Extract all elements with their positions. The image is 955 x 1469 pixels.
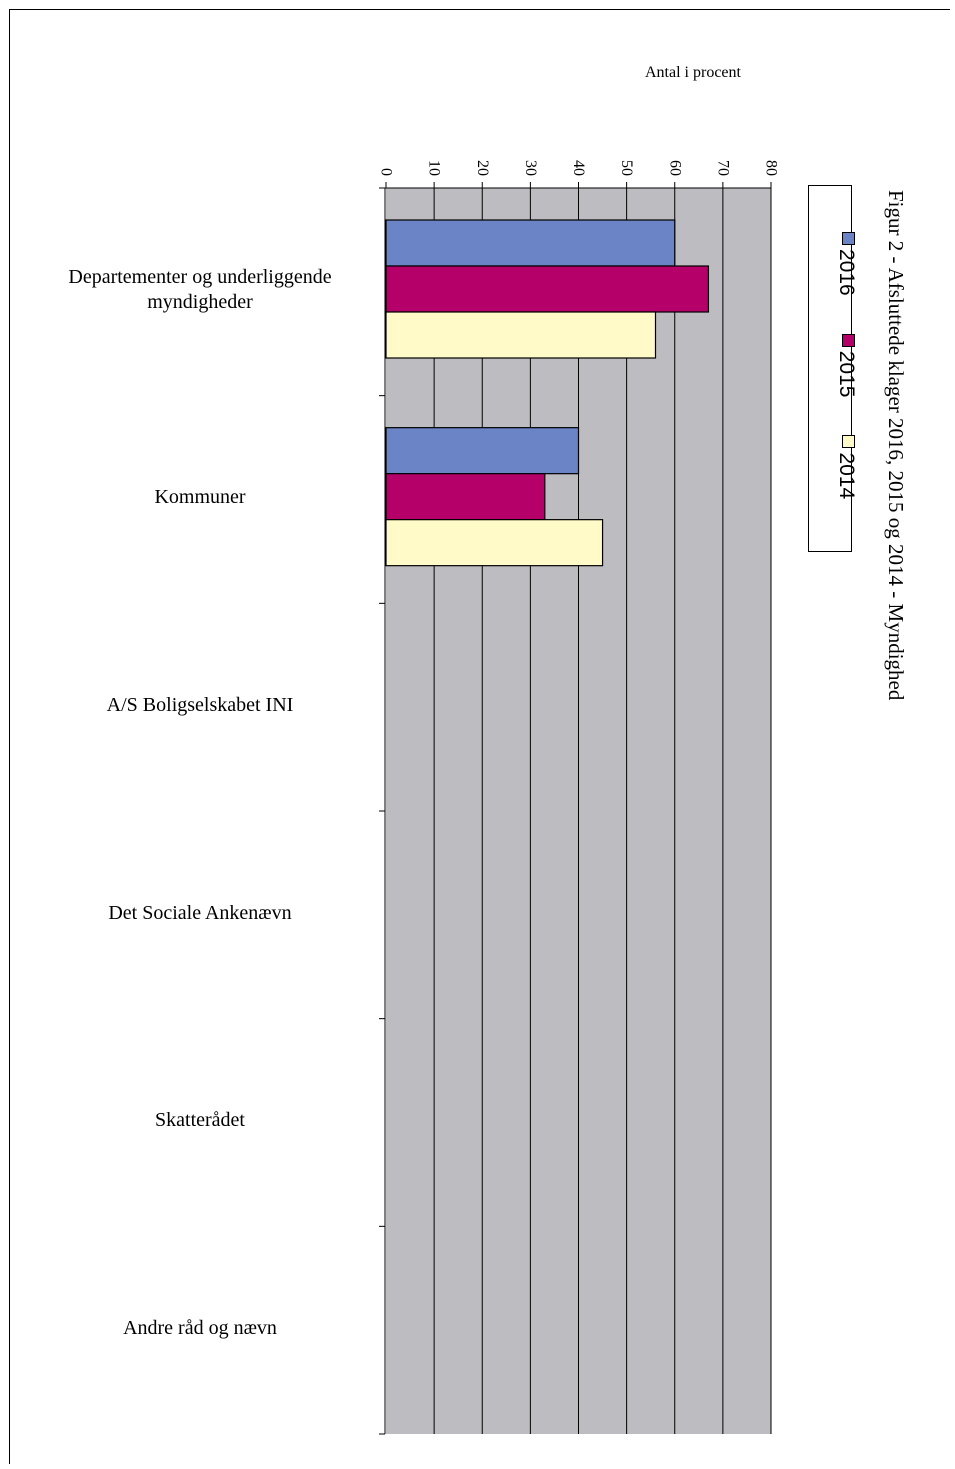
chart-title: Figur 2 - Afsluttede klager 2016, 2015 o… [884,190,908,701]
bar-2014 [385,519,604,567]
legend-item: 2016 [834,232,858,296]
bar-2016 [385,427,580,475]
category-label: Skatterådet [155,1109,245,1132]
category-label: Departementer og underliggende myndighed… [68,266,332,313]
category-label: A/S Boligselskabet INI [106,693,294,716]
legend-label: 2015 [835,350,858,398]
legend-swatch [842,333,855,347]
category-label: Andre råd og nævn [123,1316,277,1339]
tick-label: 60 [666,160,683,176]
bar-2014 [385,311,657,359]
tick-label: 80 [763,160,780,176]
category-label: Det Sociale Ankenævn [108,901,292,924]
tick-label: 40 [570,160,587,176]
bar-2015 [385,473,546,521]
tick-label: 30 [522,160,539,176]
tick-label: 70 [714,160,731,176]
legend-swatch [842,435,855,449]
legend-label: 2016 [835,249,858,296]
tick-label: 20 [474,160,491,176]
legend-label: 2014 [835,452,858,500]
legend-swatch [842,232,855,245]
legend-item: 2014 [834,435,858,499]
figure-frame [9,9,950,1464]
bar-2015 [385,265,710,313]
x-axis-title: Antal i procent [645,64,741,81]
tick-label: 10 [426,160,443,176]
bar-2016 [385,219,676,267]
category-label: Kommuner [154,486,246,509]
legend-item: 2015 [834,333,858,398]
legend [808,185,852,552]
tick-label: 50 [618,160,635,176]
tick-label: 0 [378,168,395,176]
legend-items: 2016 2015 2014 [834,232,858,537]
